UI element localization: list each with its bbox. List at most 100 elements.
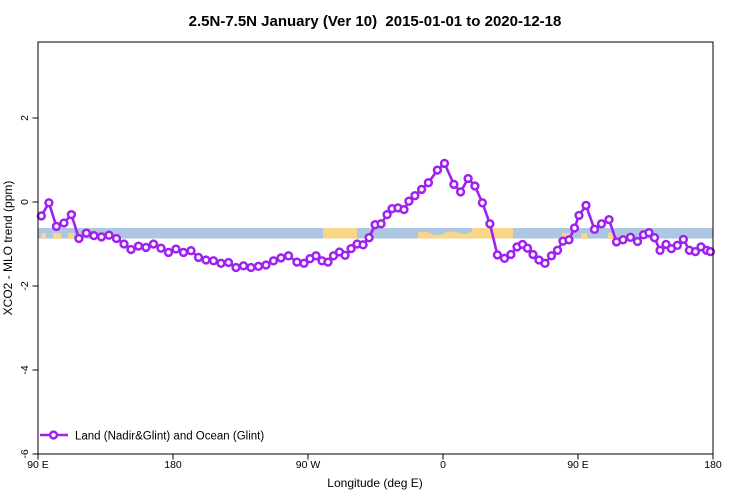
data-point-marker [540,258,550,268]
data-point-marker [201,255,211,265]
data-point-marker [231,262,241,273]
data-point-marker [416,184,427,195]
band-ocean-blue [38,228,713,239]
data-point-marker [193,252,204,263]
data-point-marker [119,239,129,249]
data-point-marker [477,198,488,208]
y-axis: 2 0 -2 -4 -6 [19,115,38,459]
data-point-marker [655,245,665,255]
data-point-marker [223,257,234,268]
data-point-marker [499,253,510,263]
data-point-marker [552,245,563,255]
data-point-marker [283,251,294,261]
data-point-marker [208,256,219,266]
data-point-marker [268,256,279,266]
reference-band [38,228,713,239]
data-point-marker [178,247,189,258]
data-point-marker [276,253,286,263]
data-point-marker [604,214,614,225]
data-point-marker [492,250,503,260]
data-point-marker [455,187,466,197]
data-point-marker [410,191,420,201]
x-tick-label: 90 E [567,459,589,471]
y-tick-label: 2 [19,115,31,121]
data-series [36,158,716,273]
data-point-marker [340,250,350,260]
data-point-marker [382,209,392,220]
legend-series-marker-icon [48,430,59,440]
data-point-marker [644,228,654,238]
data-point-marker [649,233,660,243]
data-point-marker [81,228,92,238]
data-point-marker [126,244,136,255]
data-point-marker [672,240,683,250]
data-point-marker [74,233,84,244]
data-point-marker [399,204,409,215]
chart-title: 2.5N-7.5N January (Ver 10) 2015-01-01 to… [189,13,562,30]
y-tick-label: -6 [19,449,31,458]
data-point-marker [238,261,249,271]
data-point-marker [690,246,701,257]
x-tick-label: 90 E [27,459,49,471]
data-point-marker [364,233,374,243]
data-point-marker [596,219,607,229]
data-point-marker [216,258,226,268]
data-point-marker [51,221,62,232]
legend-series-label: Land (Nadir&Glint) and Ocean (Glint) [75,431,264,443]
data-point-marker [439,158,450,169]
data-point-marker [569,223,580,233]
data-point-marker [358,240,368,250]
band-ocean-blue-wave [414,228,472,236]
data-point-marker [522,243,533,253]
band-land-orange-sliver [581,233,587,239]
data-point-marker [323,257,333,267]
data-point-marker [89,230,99,241]
data-point-marker [625,232,636,242]
data-point-marker [66,209,77,220]
data-point-marker [104,230,114,240]
data-point-marker [141,242,151,253]
band-land-orange-sliver [53,233,61,239]
band-land-orange-sliver [41,233,46,239]
data-point-marker [186,246,196,256]
band-land-orange-sliver [68,233,74,239]
data-point-marker [470,181,480,191]
data-point-marker [678,234,689,245]
data-point-marker [292,257,302,267]
data-point-marker [133,241,144,251]
data-point-marker [432,165,443,175]
data-point-marker [311,251,321,261]
data-point-marker [171,244,181,254]
y-tick-label: -4 [19,365,31,374]
data-point-marker [528,249,538,260]
x-axis-title: Longitude (deg E) [327,476,422,490]
data-point-marker [632,236,643,247]
data-point-marker [618,235,628,245]
data-point-marker [111,233,122,244]
y-tick-label: -2 [19,281,31,290]
band-land-orange [323,228,358,239]
band-land-orange-sliver [608,233,616,239]
plot-border [37,41,714,455]
data-point-marker [423,178,434,188]
data-point-marker [44,198,54,208]
y-tick-label: 0 [19,199,31,205]
data-point-marker [449,179,459,190]
data-point-marker [581,200,591,211]
series-markers [36,158,716,273]
data-point-marker [564,235,574,245]
data-point-marker [96,232,107,242]
data-point-marker [59,218,69,228]
data-point-marker [261,260,271,270]
data-point-marker [253,261,264,271]
data-point-marker [705,246,716,257]
x-tick-label: 90 W [296,459,321,471]
data-point-marker [546,251,557,261]
data-point-marker [36,211,47,221]
data-point-marker [246,262,256,273]
legend: Land (Nadir&Glint) and Ocean (Glint) [40,430,264,443]
data-point-marker [485,219,495,229]
x-tick-label: 0 [440,459,446,471]
data-point-marker [463,173,473,184]
